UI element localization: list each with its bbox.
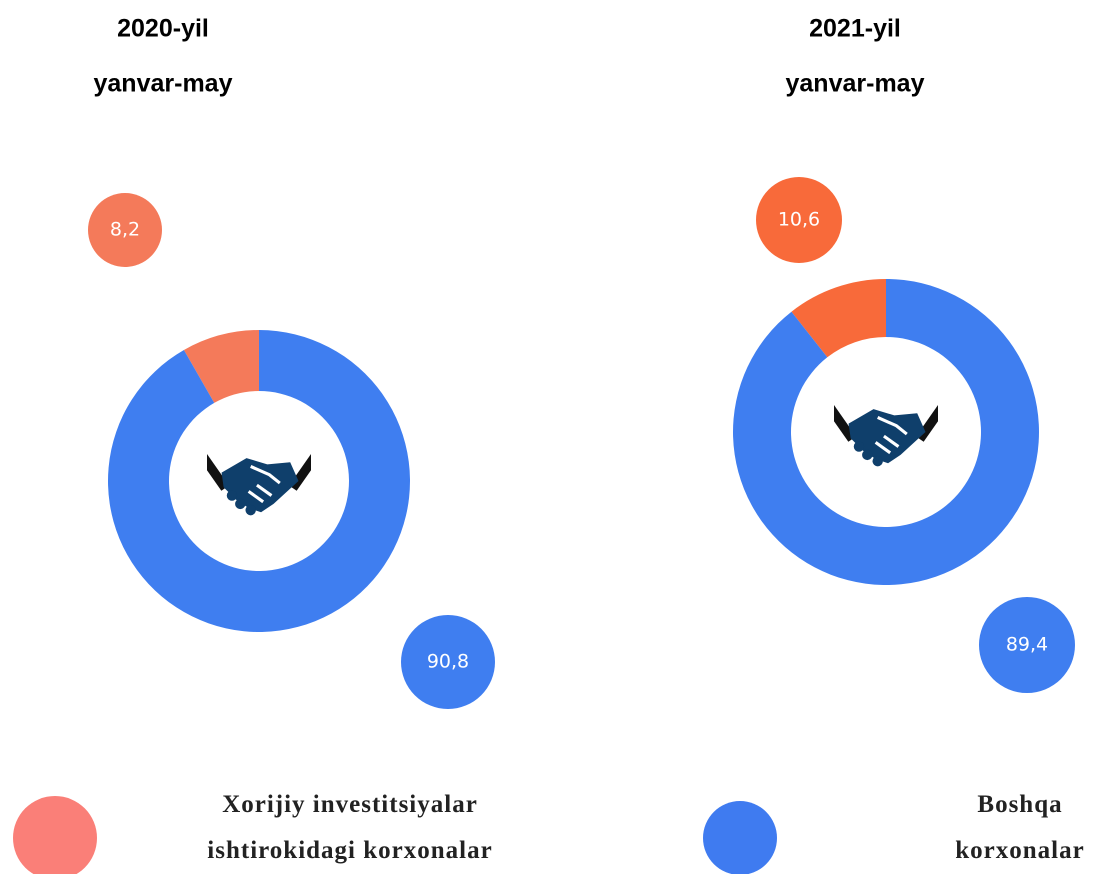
donut-slice [732,279,1039,586]
value-label: 90,8 [427,651,469,673]
handshake-icon [834,402,938,468]
donut-slice [107,330,410,632]
donut-slice [183,330,259,403]
value-bubble [88,193,162,267]
chart-subtitle: yanvar-may [786,70,925,98]
chart-subtitle: yanvar-may [94,70,233,98]
value-label: 8,2 [110,219,140,241]
chart-title: 2020-yil [117,15,209,43]
legend-label: Boshqa korxonalar [955,791,1085,864]
handshake-icon [207,451,311,517]
legend-swatch [13,796,97,874]
value-bubble [756,177,842,263]
value-bubble [401,615,495,709]
value-bubble [979,597,1075,693]
legend-label: Xorijiy investitsiyalar ishtirokidagi ko… [207,791,493,864]
legend-swatch [703,801,777,874]
donut-slice [791,279,886,358]
value-label: 89,4 [1006,634,1048,656]
chart-title: 2021-yil [809,15,901,43]
value-label: 10,6 [778,209,820,231]
